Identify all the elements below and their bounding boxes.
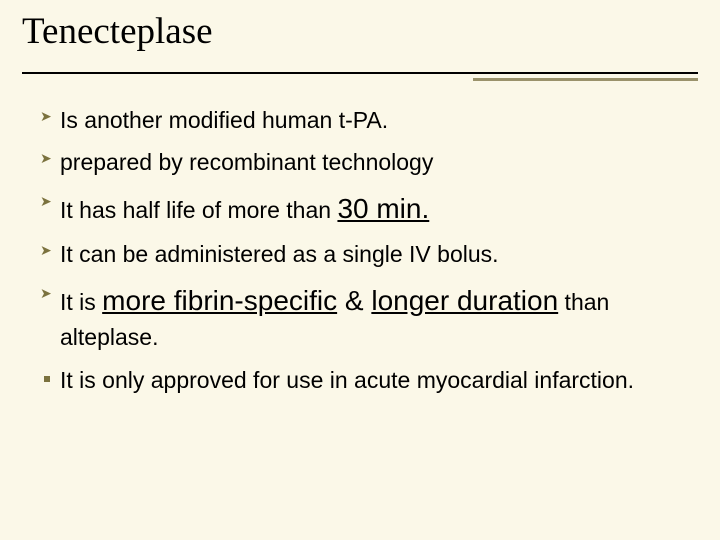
divider-accent-line xyxy=(473,78,698,81)
bullet-emphasis-30min: 30 min. xyxy=(337,193,429,224)
slide: Tenecteplase ➤ Is another modified human… xyxy=(0,0,720,540)
bullet-text-part: & xyxy=(337,285,371,316)
chevron-right-icon: ➤ xyxy=(40,148,52,168)
chevron-right-icon: ➤ xyxy=(40,240,52,260)
bullet-item-3: ➤ It has half life of more than 30 min. xyxy=(40,189,684,230)
chevron-right-icon: ➤ xyxy=(40,106,52,126)
bullet-item-2: ➤ prepared by recombinant technology xyxy=(40,146,684,179)
square-bullet-icon xyxy=(44,376,50,382)
divider-main-line xyxy=(22,72,698,74)
bullet-text: Is another modified human t-PA. xyxy=(60,107,388,133)
bullet-text-part: It has half life of more than xyxy=(60,197,337,223)
chevron-right-icon: ➤ xyxy=(40,191,52,211)
bullet-text: It can be administered as a single IV bo… xyxy=(60,241,499,267)
bullet-text: prepared by recombinant technology xyxy=(60,149,433,175)
bullet-emphasis-fibrin: more fibrin-specific xyxy=(102,285,337,316)
bullet-text: It is only approved for use in acute myo… xyxy=(60,367,634,393)
title-divider xyxy=(22,72,698,74)
chevron-right-icon: ➤ xyxy=(40,283,52,303)
content-area: ➤ Is another modified human t-PA. ➤ prep… xyxy=(40,104,684,406)
bullet-text-part: It is xyxy=(60,289,102,315)
bullet-emphasis-duration: longer duration xyxy=(371,285,558,316)
bullet-item-6: It is only approved for use in acute myo… xyxy=(40,364,684,397)
bullet-item-5: ➤ It is more fibrin-specific & longer du… xyxy=(40,281,684,355)
bullet-item-1: ➤ Is another modified human t-PA. xyxy=(40,104,684,137)
bullet-item-4: ➤ It can be administered as a single IV … xyxy=(40,238,684,271)
slide-title: Tenecteplase xyxy=(0,0,720,53)
